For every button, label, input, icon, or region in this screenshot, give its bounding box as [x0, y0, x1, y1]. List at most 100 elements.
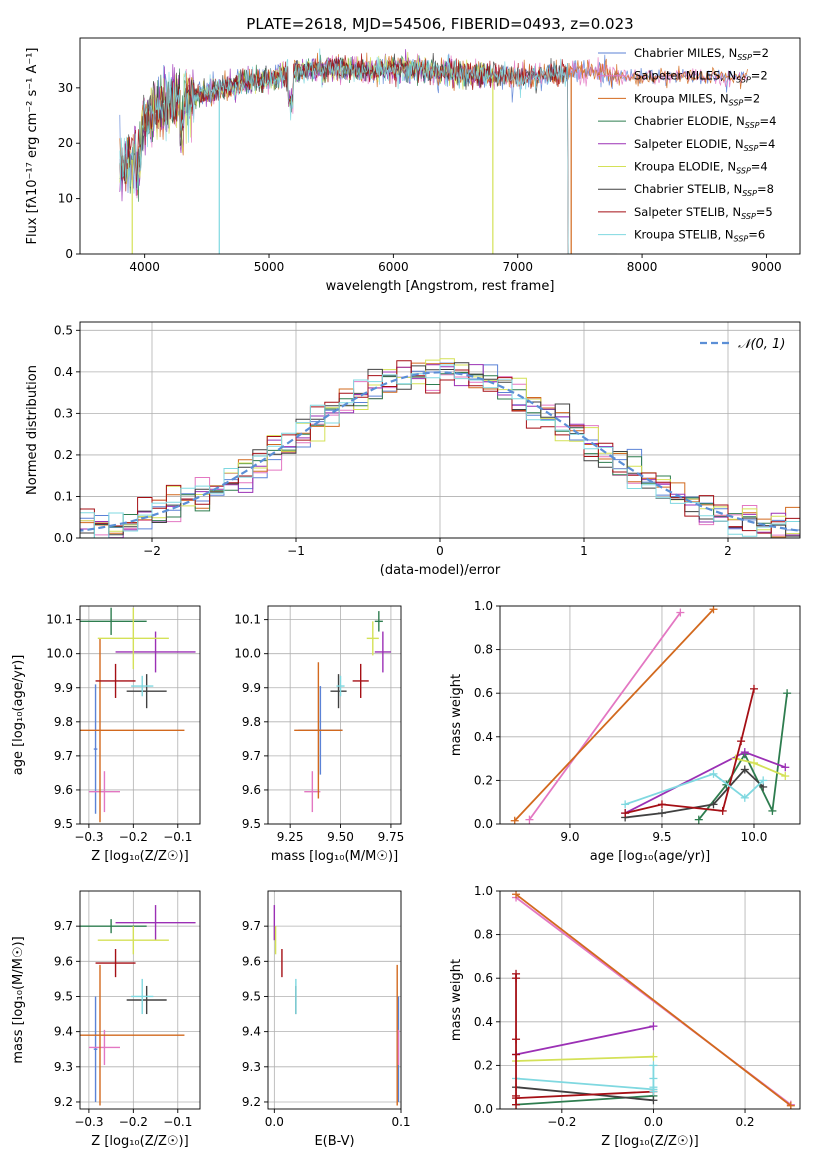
axes-frame — [79, 321, 801, 539]
y-tick-label: 9.6 — [242, 783, 261, 797]
y-tick-label: 0.5 — [54, 323, 73, 337]
axes-frame — [499, 890, 801, 1110]
y-tick-label: 10.0 — [234, 647, 261, 661]
y-axis-label: age [log₁₀(age/yr)] — [11, 655, 26, 776]
x-tick-label: 9000 — [751, 260, 782, 274]
y-tick-label: 9.2 — [242, 1095, 261, 1109]
y-tick-label: 9.7 — [54, 749, 73, 763]
chart-title: PLATE=2618, MJD=54506, FIBERID=0493, z=0… — [246, 15, 633, 33]
y-axis-label: mass weight — [449, 959, 464, 1041]
plot-area — [119, 48, 748, 254]
y-tick-label: 9.4 — [54, 1025, 73, 1039]
x-tick-label: 0 — [436, 544, 444, 558]
y-tick-label: 0.2 — [54, 448, 73, 462]
legend-label: Kroupa MILES, NSSP=2 — [634, 91, 760, 107]
y-tick-label: 0.6 — [474, 971, 493, 985]
y-axis-label: mass weight — [449, 674, 464, 756]
plot-area — [80, 905, 196, 1106]
x-tick-label: −0.1 — [163, 830, 192, 844]
y-tick-label: 9.5 — [54, 989, 73, 1003]
legend-label: Kroupa STELIB, NSSP=6 — [634, 228, 765, 244]
y-tick-label: 0 — [65, 247, 73, 261]
y-tick-label: 9.7 — [242, 919, 261, 933]
x-tick-label: 5000 — [254, 260, 285, 274]
plot-area — [294, 611, 391, 813]
plot-area — [80, 358, 800, 538]
y-tick-label: 0.2 — [474, 773, 493, 787]
y-tick-label: 0.0 — [54, 531, 73, 545]
mass-weight-series — [515, 1077, 654, 1091]
y-tick-label: 9.8 — [242, 715, 261, 729]
y-tick-label: 0.4 — [474, 730, 493, 744]
x-axis-label: mass [log₁₀(M/M☉)] — [271, 849, 398, 864]
x-tick-label: 8000 — [627, 260, 658, 274]
y-tick-label: 9.3 — [242, 1060, 261, 1074]
mass-weight-series — [515, 1086, 654, 1102]
mass-weight-series — [528, 611, 682, 821]
legend-label: Salpeter STELIB, NSSP=5 — [634, 205, 773, 221]
x-tick-label: 0.2 — [735, 1115, 754, 1129]
x-tick-label: −0.2 — [119, 1115, 148, 1129]
y-tick-label: 30 — [58, 81, 73, 95]
plot-area — [80, 607, 196, 823]
axes-frame — [499, 605, 801, 825]
y-tick-label: 9.9 — [242, 681, 261, 695]
y-tick-label: 0.8 — [474, 643, 493, 657]
y-tick-label: 0.0 — [474, 817, 493, 831]
x-tick-label: 6000 — [378, 260, 409, 274]
y-tick-label: 9.6 — [242, 954, 261, 968]
y-tick-label: 0.1 — [54, 489, 73, 503]
y-tick-label: 9.2 — [54, 1095, 73, 1109]
x-tick-label: −0.2 — [547, 1115, 576, 1129]
y-axis-label: Normed distribution — [25, 365, 40, 495]
legend-label: Kroupa ELODIE, NSSP=4 — [634, 160, 768, 176]
mass-weight-series — [514, 608, 715, 822]
x-axis-label: Z [log₁₀(Z/Z☉)] — [91, 1134, 188, 1149]
y-tick-label: 9.7 — [242, 749, 261, 763]
legend-label: 𝒩(0, 1) — [738, 337, 785, 352]
mass-weight-series — [624, 772, 764, 806]
x-tick-label: −2 — [143, 544, 161, 558]
plot-area — [510, 606, 792, 824]
x-axis-label: wavelength [Angstrom, rest frame] — [326, 279, 555, 294]
x-tick-label: −0.2 — [119, 830, 148, 844]
x-tick-label: 0.1 — [391, 1115, 410, 1129]
y-tick-label: 0.6 — [474, 686, 493, 700]
x-tick-label: 9.50 — [327, 830, 354, 844]
legend-label: Salpeter MILES, NSSP=2 — [634, 69, 768, 85]
x-tick-label: 4000 — [129, 260, 160, 274]
y-tick-label: 9.3 — [54, 1060, 73, 1074]
x-axis-label: (data-model)/error — [380, 563, 501, 578]
x-axis-label: Z [log₁₀(Z/Z☉)] — [601, 1134, 698, 1149]
y-tick-label: 0.8 — [474, 928, 493, 942]
y-tick-label: 10 — [58, 192, 73, 206]
massweight-panel-7: −0.2 0.0 0.2 0.0 0.2 0.4 0.6 0.8 1.0 Z [log₁₀(Z/Z… — [449, 884, 801, 1149]
y-tick-label: 0.0 — [474, 1102, 493, 1116]
y-tick-label: 9.8 — [54, 715, 73, 729]
axes-frame — [79, 37, 801, 255]
massweight-panel-4: 9.0 9.5 10.0 0.0 0.2 0.4 0.6 0.8 1.0 age [log₁₀(a… — [449, 599, 801, 864]
x-tick-label: 7000 — [502, 260, 533, 274]
y-tick-label: 0.4 — [54, 365, 73, 379]
plot-area — [512, 891, 795, 1109]
y-tick-label: 20 — [58, 136, 73, 150]
x-axis-label: Z [log₁₀(Z/Z☉)] — [91, 849, 188, 864]
y-tick-label: 9.5 — [242, 817, 261, 831]
x-tick-label: −0.3 — [74, 1115, 103, 1129]
x-tick-label: 9.0 — [560, 830, 579, 844]
errorbar-panel-6: 0.0 0.1 9.2 9.3 9.4 9.5 9.6 9.7 E(B-V) — [242, 890, 411, 1149]
mass-weight-series — [515, 893, 792, 1107]
y-tick-label: 9.4 — [242, 1025, 261, 1039]
residual-panel: −2 −1 0 1 2 0.0 0.1 0.2 0.3 0.4 0.5 (data-model)/er… — [25, 321, 801, 578]
errorbar-panel-5: −0.3 −0.2 −0.1 9.2 9.3 9.4 9.5 9.6 9.7 Z [log₁₀(Z… — [11, 890, 201, 1149]
y-tick-label: 9.6 — [54, 783, 73, 797]
y-tick-label: 10.1 — [234, 613, 261, 627]
y-tick-label: 0.3 — [54, 406, 73, 420]
y-tick-label: 9.9 — [54, 681, 73, 695]
legend-label: Chabrier ELODIE, NSSP=4 — [634, 114, 776, 130]
legend: Chabrier MILES, NSSP=2 Salpeter MILES, NS… — [598, 46, 776, 244]
legend-label: Chabrier MILES, NSSP=2 — [634, 46, 769, 62]
y-tick-label: 10.0 — [46, 647, 73, 661]
x-axis-label: age [log₁₀(age/yr)] — [590, 849, 711, 864]
spectrum-panel: PLATE=2618, MJD=54506, FIBERID=0493, z=0… — [25, 15, 801, 294]
